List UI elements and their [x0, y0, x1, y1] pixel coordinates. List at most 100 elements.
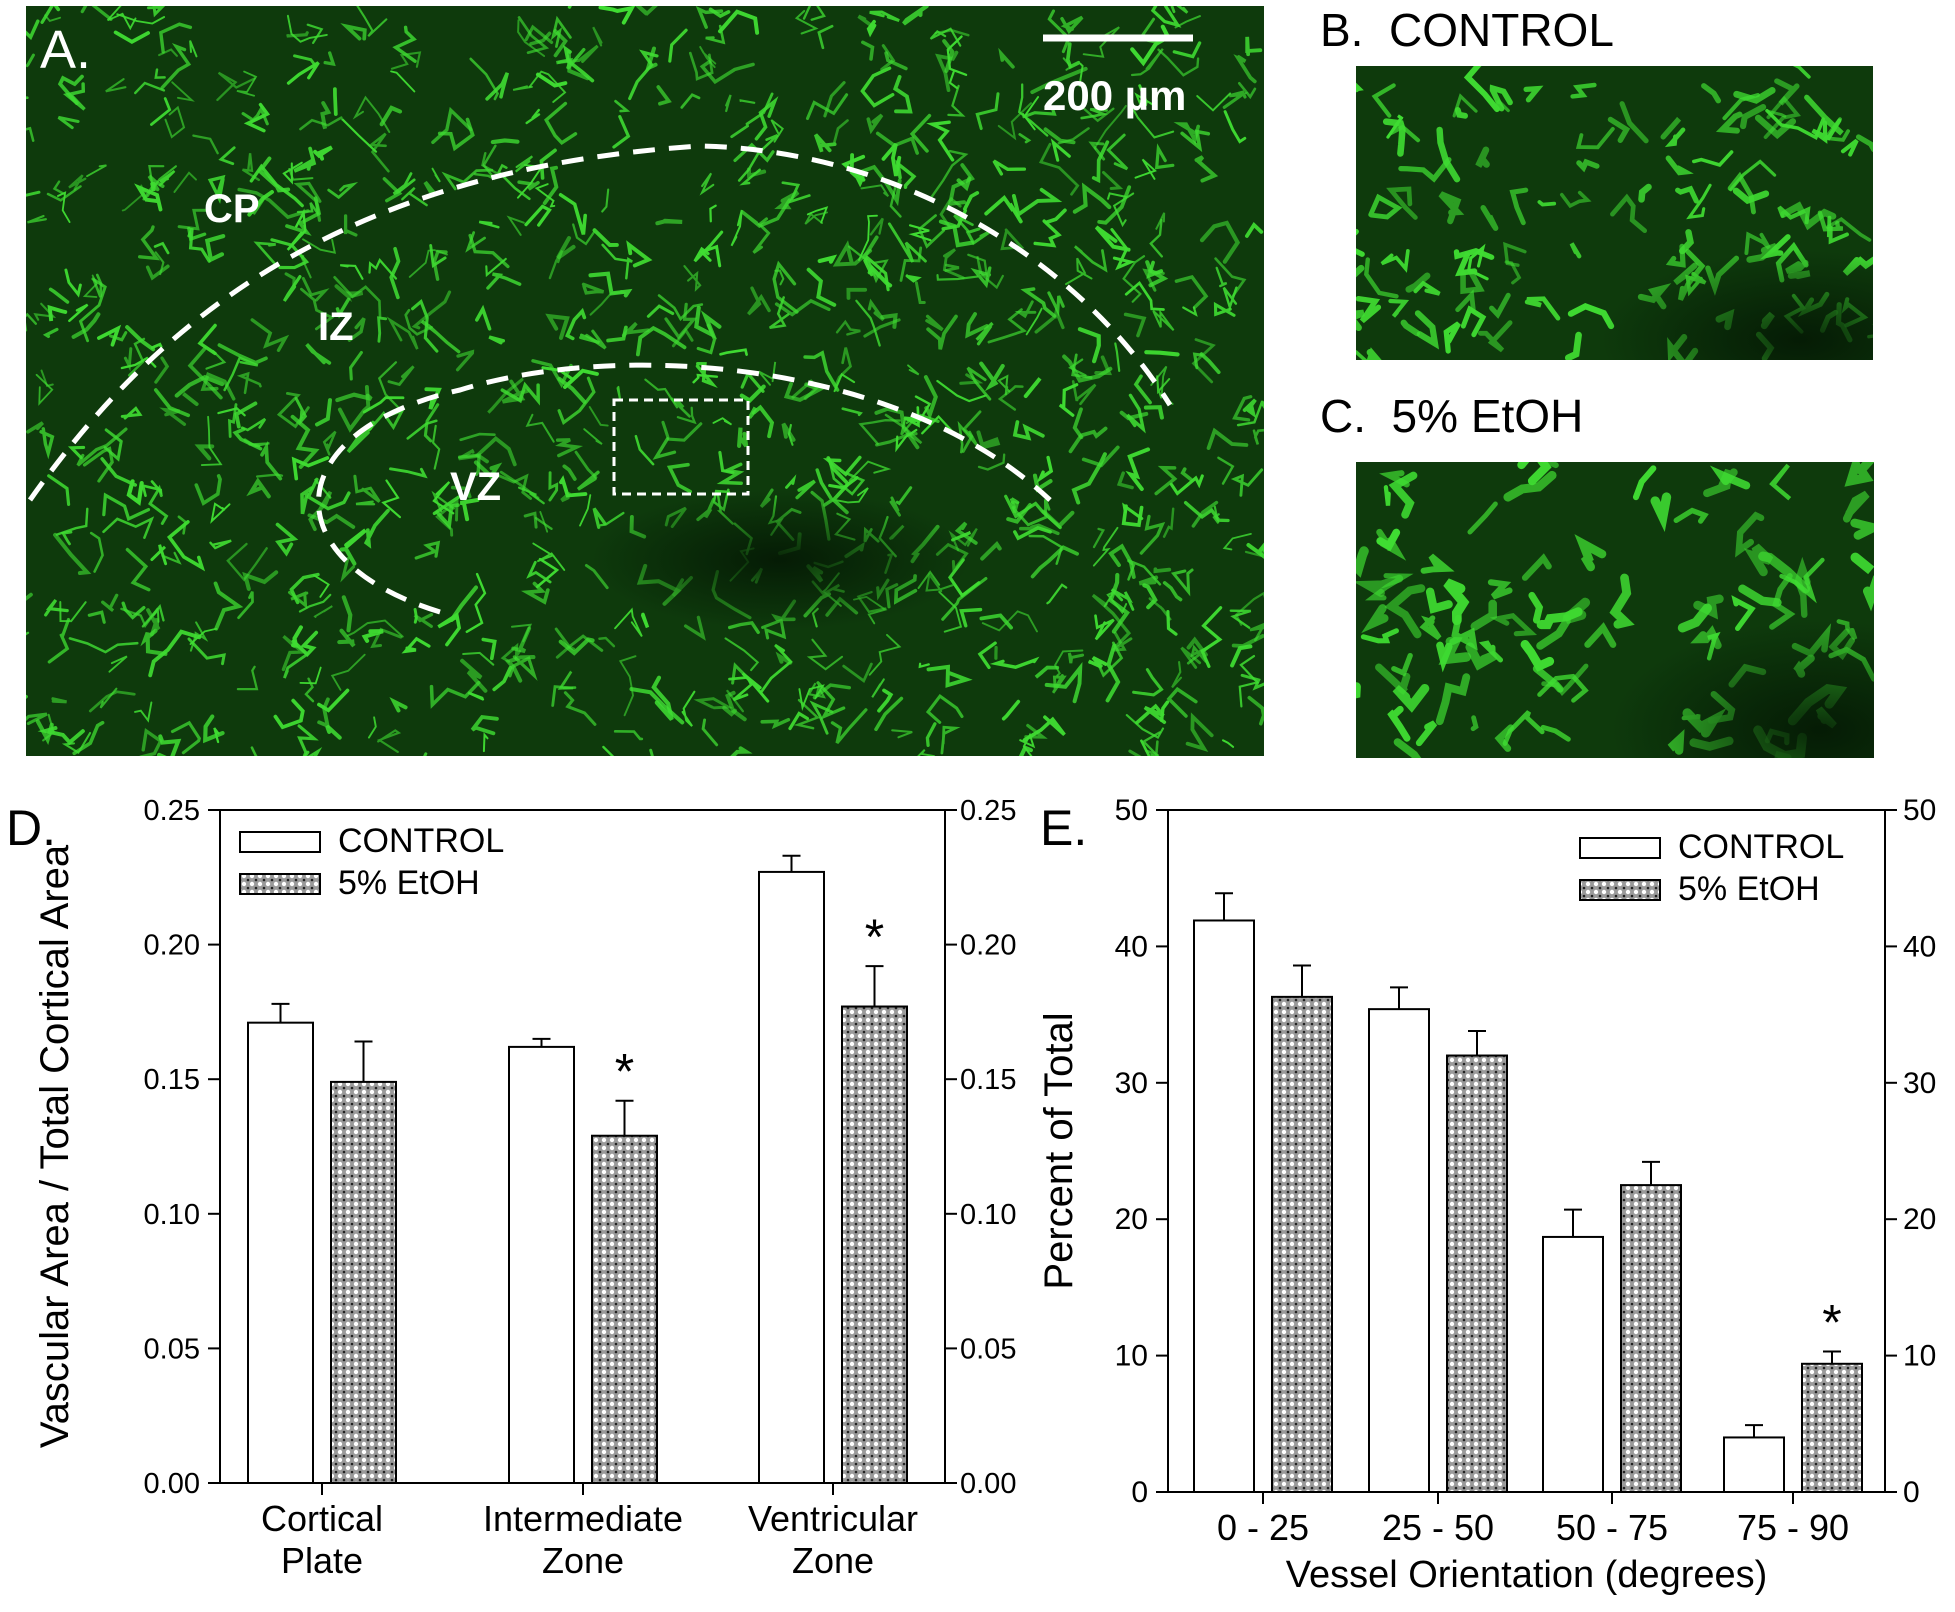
vessel-segment [651, 675, 674, 721]
vessel-segment [253, 241, 276, 265]
vessel-segment [661, 420, 703, 442]
vessel-segment [1150, 6, 1182, 28]
vessel-segment [656, 85, 672, 106]
vessel-segment [435, 503, 460, 530]
vessel-segment [579, 494, 592, 527]
vessel-segment [1180, 646, 1202, 669]
vessel-segment [534, 183, 556, 208]
vessel-segment [751, 404, 775, 439]
vessel-segment [387, 365, 415, 387]
vessel-segment [1607, 116, 1631, 144]
vessel-segment [404, 308, 433, 336]
vessel-segment [693, 230, 724, 263]
vessel-segment [1132, 668, 1164, 697]
vessel-segment [1541, 462, 1559, 469]
vessel-segment [68, 637, 139, 654]
vessel-segment [997, 385, 1024, 411]
vessel-segment [1194, 155, 1219, 183]
vessel-segment [1794, 556, 1811, 618]
vessel-segment [867, 298, 885, 322]
vessel-segment [1200, 606, 1223, 669]
vessel-segment [288, 167, 314, 181]
vessel-segment [914, 281, 926, 304]
vessel-segment [980, 541, 1002, 561]
vessel-segment [588, 271, 633, 298]
vessel-segment [1072, 182, 1112, 214]
bar-control [1193, 919, 1255, 1493]
vessel-segment [1701, 83, 1722, 104]
vessel-segment [33, 302, 57, 321]
vessel-segment [1073, 245, 1108, 273]
vessel-segment [1443, 321, 1461, 354]
vessel-segment [1384, 584, 1426, 639]
vessel-segment [392, 25, 417, 63]
vessel-segment [1006, 503, 1032, 524]
vessel-segment [67, 445, 86, 460]
vessel-segment [1094, 225, 1131, 252]
vessel-segment [296, 202, 319, 215]
vessel-segment [874, 696, 904, 732]
category-label: 75 - 90 [1737, 1507, 1849, 1548]
vessel-segment [275, 522, 299, 557]
vessel-segment [785, 474, 797, 489]
vessel-segment [1867, 323, 1873, 339]
vessel-segment [377, 316, 388, 343]
vessel-segment [1247, 695, 1264, 726]
vessel-segment [875, 432, 918, 447]
vessel-segment [340, 557, 356, 583]
vessel-segment [1731, 595, 1756, 631]
vessel-segment [871, 678, 885, 698]
vessel-segment [1465, 642, 1498, 671]
vessel-segment [746, 167, 767, 179]
vessel-segment [1388, 471, 1418, 519]
vessel-segment [891, 729, 913, 739]
vessel-segment [429, 680, 481, 709]
vessel-segment [478, 220, 500, 229]
vessel-segment [614, 99, 631, 113]
vessel-segment [959, 607, 983, 628]
vessel-segment [904, 395, 932, 423]
vessel-segment [40, 6, 54, 24]
vessel-segment [1774, 78, 1800, 106]
vessel-segment [248, 442, 270, 447]
vessel-segment [694, 305, 722, 340]
y-tick-label-right: 0.00 [960, 1468, 1016, 1500]
vessel-segment [1068, 358, 1087, 377]
vessel-segment [241, 105, 269, 126]
vessel-segment [953, 214, 974, 233]
vessel-segment [173, 171, 197, 193]
vessel-segment [560, 492, 571, 503]
vessel-segment [68, 174, 87, 191]
vessel-segment [1230, 644, 1253, 668]
vessel-segment [1452, 93, 1478, 118]
vessel-segment [500, 381, 540, 406]
vessel-segment [367, 132, 390, 173]
vessel-segment [1125, 447, 1151, 491]
vessel-segment [718, 9, 760, 35]
legend-swatch [1579, 879, 1661, 901]
vessel-segment [346, 619, 404, 638]
vessel-segment [1078, 62, 1084, 87]
vessel-segment [1159, 700, 1170, 723]
vessel-segment [981, 610, 1038, 633]
vessel-segment [334, 284, 364, 303]
vessel-segment [177, 515, 187, 535]
vessel-segment [207, 174, 226, 204]
vessel-segment [459, 432, 496, 442]
vessel-segment [192, 134, 219, 155]
vessel-segment [923, 375, 938, 420]
vessel-segment [1478, 320, 1513, 353]
vessel-segment [306, 477, 351, 511]
vessel-segment [1487, 579, 1513, 600]
micrograph-b-dark-region [1600, 250, 1873, 360]
vessel-segment [313, 605, 333, 618]
vessel-segment [1660, 117, 1682, 140]
vessel-segment [940, 725, 961, 755]
vessel-segment [935, 50, 959, 93]
vessel-segment [926, 314, 958, 350]
vessel-segment [752, 217, 771, 254]
y-tick-label-right: 20 [1903, 1203, 1936, 1236]
vessel-segment [382, 177, 403, 203]
vessel-segment [880, 44, 896, 71]
vessel-segment [699, 172, 715, 196]
